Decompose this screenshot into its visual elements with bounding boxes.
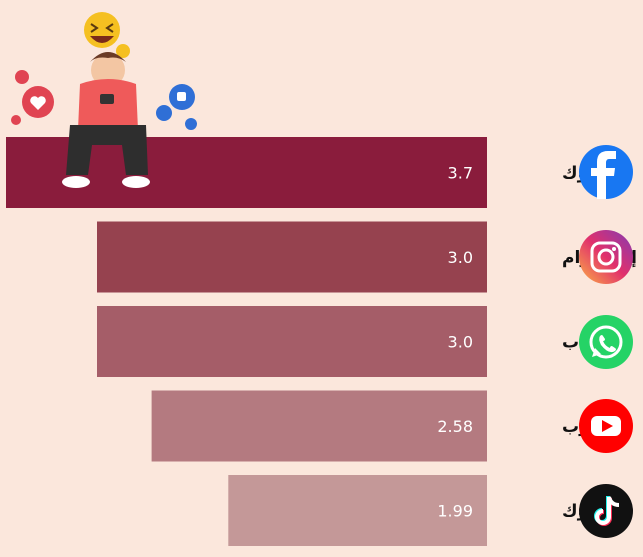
- facebook-icon: [579, 145, 633, 199]
- bar: [228, 475, 488, 546]
- bar-value-label: 2.58: [437, 417, 473, 436]
- bar-value-label: 1.99: [437, 502, 473, 521]
- bars-group: 3.7فيسبوك3.0إنستغرام3.0واتساب2.58يوتيوب1…: [6, 137, 637, 546]
- instagram-icon: [579, 230, 633, 284]
- tiktok-icon: [579, 484, 633, 538]
- youtube-icon: [579, 399, 633, 453]
- bar-value-label: 3.0: [448, 248, 473, 267]
- person-illustration: [11, 12, 197, 188]
- bar-value-label: 3.0: [448, 333, 473, 352]
- bar: [97, 306, 487, 377]
- bar: [151, 390, 487, 462]
- bar-value-label: 3.7: [448, 164, 473, 183]
- whatsapp-icon: [579, 315, 633, 369]
- bar: [97, 221, 487, 293]
